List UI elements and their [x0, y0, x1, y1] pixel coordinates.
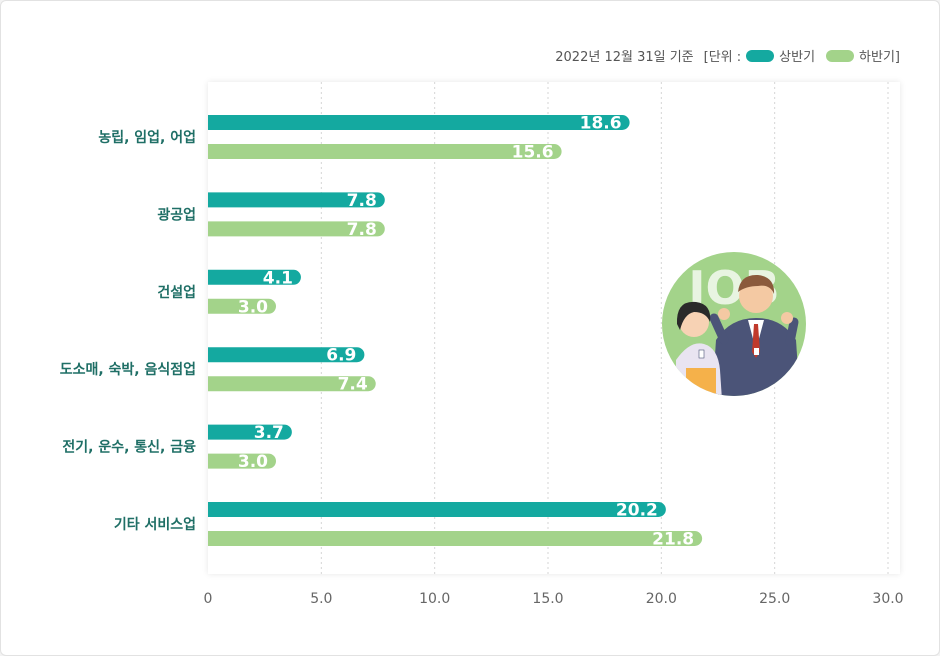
x-tick-label: 10.0 — [419, 591, 450, 607]
x-tick-label: 5.0 — [310, 591, 332, 607]
data-label: 4.1 — [263, 268, 293, 288]
category-label: 광공업 — [157, 206, 196, 223]
man-left-arm — [709, 313, 729, 345]
x-tick-label: 15.0 — [532, 591, 563, 607]
man-face — [739, 279, 773, 313]
bar-series1 — [208, 424, 292, 440]
data-label: 7.8 — [347, 191, 377, 211]
x-tick-label: 20.0 — [646, 591, 677, 607]
legend-swatch-series2 — [826, 49, 855, 62]
bar-series2 — [208, 144, 562, 159]
bar-series2 — [208, 221, 385, 237]
bar-series1 — [208, 347, 365, 363]
job-workers-illustration: JOB — [662, 252, 806, 396]
category-label: 기타 서비스업 — [114, 517, 196, 533]
bar-series2 — [208, 531, 703, 546]
man-id-badge — [754, 348, 759, 355]
bar-series1 — [208, 192, 385, 208]
x-tick-label: 25.0 — [759, 591, 790, 607]
man-hair — [738, 274, 775, 294]
data-label: 3.0 — [238, 297, 268, 317]
x-tick-label: 30.0 — [872, 591, 903, 607]
data-label: 7.8 — [347, 220, 377, 240]
bar-series2 — [208, 376, 376, 392]
category-label: 도소매, 숙박, 음식점업 — [60, 361, 196, 378]
data-label: 3.7 — [254, 423, 284, 443]
legend-swatch-series1 — [746, 49, 775, 62]
legend-series1-label: 상반기 — [779, 50, 816, 65]
man-suit — [712, 318, 800, 396]
woman-hair — [676, 301, 711, 330]
bar-series2 — [208, 298, 277, 314]
data-label: 3.0 — [238, 452, 268, 472]
bar-series2 — [208, 453, 277, 469]
x-tick-label: 0 — [204, 591, 213, 607]
man-left-fist — [718, 308, 730, 320]
legend: 2022년 12월 31일 기준 [단위 : 상반기 하반기] — [555, 46, 900, 65]
legend-series2-label: 하반기] — [859, 50, 900, 65]
data-label: 7.4 — [338, 375, 368, 395]
woman-id-badge — [698, 349, 705, 359]
man-right-arm — [785, 317, 799, 347]
bar-series1 — [208, 115, 630, 130]
labels: 0 5.0 10.0 15.0 20.0 25.0 30.0 농립, 임업, 어업 18.6 15… — [60, 114, 904, 608]
woman-folder — [686, 368, 716, 394]
category-label: 농립, 임업, 어업 — [98, 129, 196, 146]
bar-series1 — [208, 502, 666, 517]
bars — [208, 115, 703, 546]
category-label: 전기, 운수, 통신, 금융 — [62, 439, 196, 456]
category-label: 건설업 — [157, 284, 196, 301]
data-label: 18.6 — [580, 114, 622, 134]
man-right-fist — [781, 312, 793, 324]
bar-series1 — [208, 269, 301, 285]
legend-note: 2022년 12월 31일 기준 — [555, 50, 694, 65]
legend-unit-label: [단위 : — [703, 50, 742, 65]
data-label: 21.8 — [652, 530, 694, 550]
data-label: 20.2 — [616, 501, 658, 521]
data-label: 15.6 — [512, 143, 554, 163]
data-label: 6.9 — [326, 346, 356, 366]
